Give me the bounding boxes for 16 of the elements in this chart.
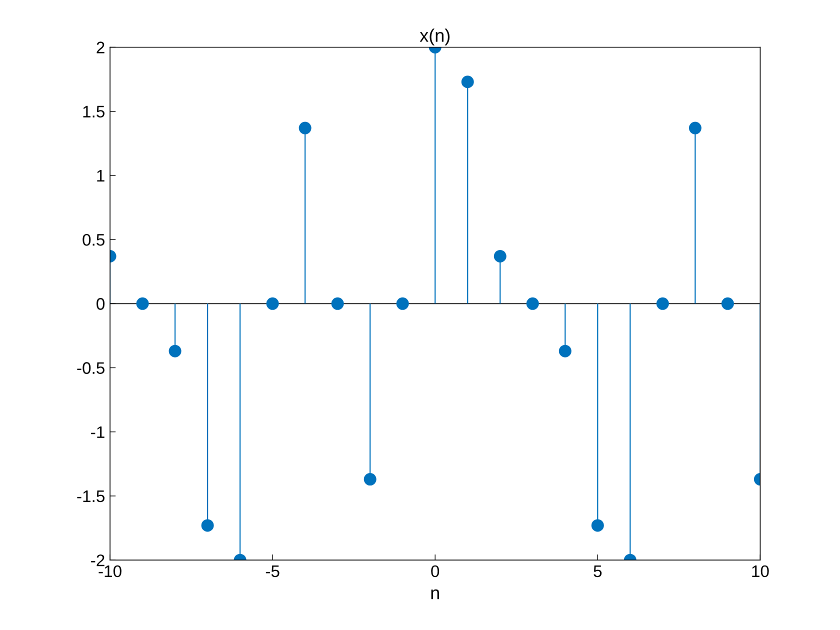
x-tick-label: -5 <box>266 566 280 578</box>
y-tick-label: -2 <box>91 554 104 566</box>
y-tick-label: -1.5 <box>77 490 104 502</box>
y-tick-label: -0.5 <box>77 362 104 374</box>
x-axis-title: n <box>431 589 439 600</box>
x-tick-label: 10 <box>752 565 769 578</box>
x-tick-label: 0 <box>431 565 440 578</box>
y-tick-label: 1.5 <box>83 106 104 118</box>
x-tick-label: 5 <box>594 566 602 578</box>
y-tick-label: -1 <box>91 426 104 438</box>
y-tick-label: 1 <box>97 170 104 182</box>
y-tick-label: 2 <box>96 42 104 54</box>
chart-title: x(n) <box>420 28 450 46</box>
y-tick-label: 0.5 <box>82 234 104 246</box>
x-tick-label: -10 <box>98 565 122 578</box>
y-tick-label: 0 <box>96 298 105 310</box>
